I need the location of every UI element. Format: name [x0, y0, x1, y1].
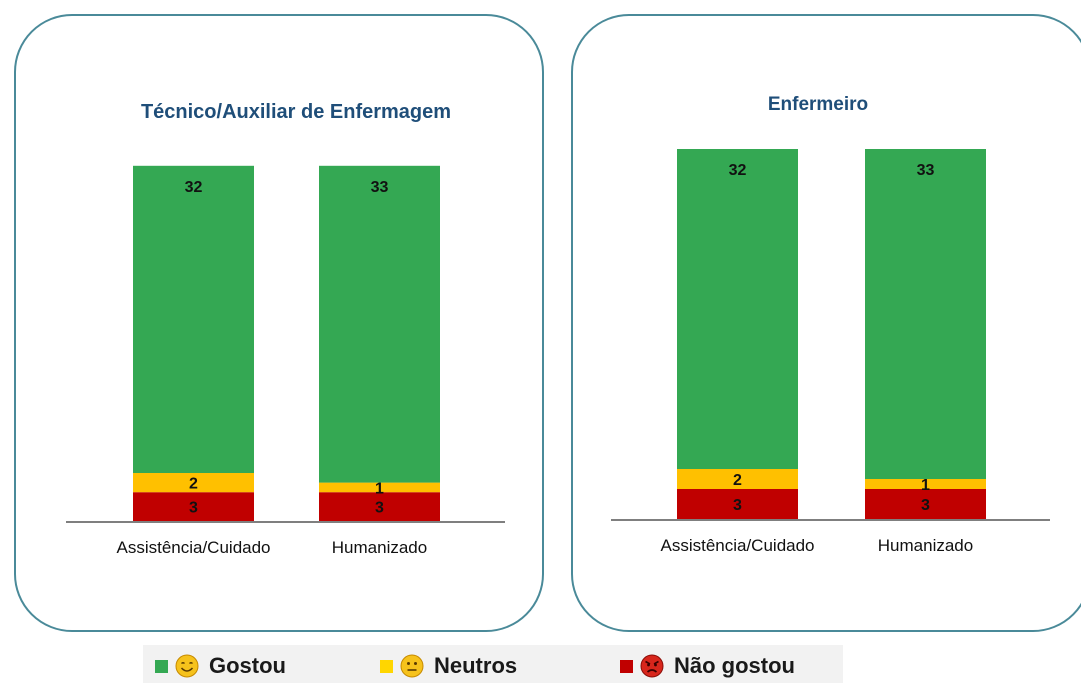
bar-segment-enfermeiro-0-neutros [677, 469, 798, 489]
smiling-face-icon [175, 654, 199, 678]
x-tick-label-enfermeiro-1: Humanizado [878, 536, 973, 555]
legend: Gostou Neutros Não gostou [143, 645, 843, 683]
data-label-enfermeiro-1-neutros: 1 [921, 477, 930, 494]
x-tick-label-tecnico-1: Humanizado [332, 538, 427, 557]
angry-face-icon [640, 654, 664, 678]
bar-segment-enfermeiro-1-neutros [865, 479, 986, 489]
legend-item-neutros: Neutros [380, 653, 517, 679]
data-label-tecnico-1-gostou: 33 [371, 179, 389, 196]
chart-panel-enfermeiro [571, 14, 1081, 632]
data-label-enfermeiro-0-nao-gostou: 3 [733, 497, 742, 514]
x-tick-label-tecnico-0: Assistência/Cuidado [116, 538, 270, 557]
data-label-enfermeiro-1-gostou: 33 [917, 162, 935, 179]
legend-label-nao-gostou: Não gostou [674, 653, 795, 678]
bar-segment-tecnico-0-neutros [133, 473, 254, 493]
chart-panel-tecnico [14, 14, 544, 632]
legend-item-gostou: Gostou [155, 653, 286, 679]
legend-swatch-nao-gostou [620, 659, 633, 673]
bar-segment-enfermeiro-1-nao-gostou [865, 489, 986, 519]
legend-label-neutros: Neutros [434, 653, 518, 678]
legend-item-nao-gostou: Não gostou [620, 653, 795, 679]
data-label-tecnico-1-neutros: 1 [375, 480, 384, 497]
data-label-enfermeiro-0-neutros: 2 [733, 472, 742, 489]
bar-segment-tecnico-0-gostou [133, 165, 254, 474]
bar-segment-enfermeiro-0-gostou [677, 149, 798, 469]
data-label-tecnico-0-neutros: 2 [189, 476, 198, 493]
legend-swatch-gostou [155, 659, 168, 673]
bar-segment-enfermeiro-1-gostou [865, 149, 986, 479]
bar-segment-tecnico-1-nao-gostou [319, 492, 440, 521]
bar-segment-enfermeiro-0-nao-gostou [677, 489, 798, 519]
legend-label-gostou: Gostou [209, 653, 286, 678]
charts-canvas: Técnico/Auxiliar de Enfermagem3232Assist… [66, 94, 1050, 557]
bar-segment-tecnico-1-neutros [319, 482, 440, 493]
neutral-face-icon [400, 654, 424, 678]
bar-segment-tecnico-0-nao-gostou [133, 492, 254, 521]
chart-title-tecnico: Técnico/Auxiliar de Enfermagem [141, 101, 451, 123]
x-tick-label-enfermeiro-0: Assistência/Cuidado [660, 536, 814, 555]
bar-segment-tecnico-1-gostou [319, 165, 440, 483]
chart-title-enfermeiro: Enfermeiro [768, 94, 868, 115]
data-label-enfermeiro-0-gostou: 32 [729, 162, 747, 179]
data-label-tecnico-0-nao-gostou: 3 [189, 500, 198, 517]
legend-swatch-neutros [380, 659, 393, 673]
data-label-tecnico-0-gostou: 32 [185, 179, 203, 196]
data-label-tecnico-1-nao-gostou: 3 [375, 500, 384, 517]
data-label-enfermeiro-1-nao-gostou: 3 [921, 497, 930, 514]
